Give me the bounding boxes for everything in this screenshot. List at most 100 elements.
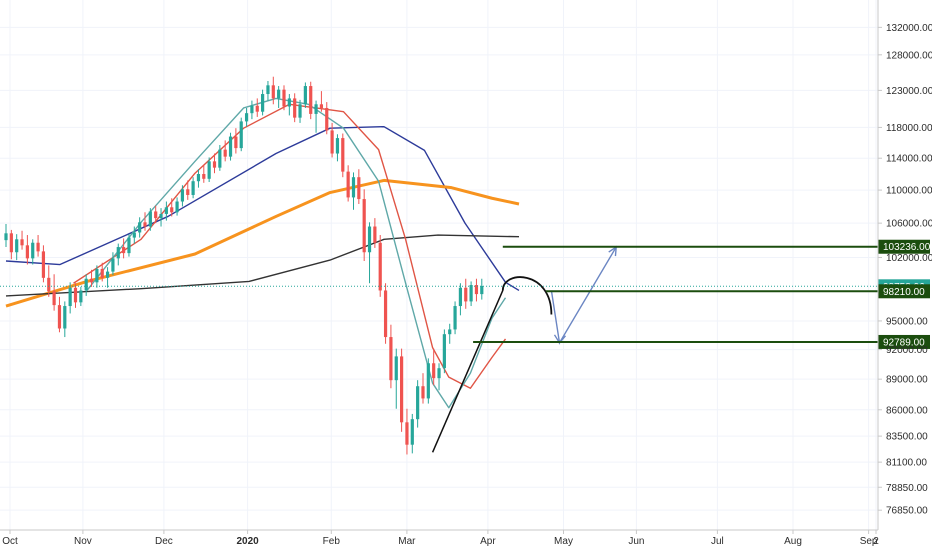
candle[interactable] (186, 180, 190, 200)
candle[interactable] (138, 217, 142, 238)
candle[interactable] (432, 348, 436, 386)
candle[interactable] (223, 140, 227, 162)
candle[interactable] (154, 205, 158, 224)
candle[interactable] (52, 274, 56, 311)
candle[interactable] (330, 122, 334, 158)
candle[interactable] (89, 269, 94, 287)
candle[interactable] (426, 358, 430, 404)
candle[interactable] (341, 133, 345, 178)
candle[interactable] (100, 262, 104, 282)
candle[interactable] (159, 208, 163, 227)
candle[interactable] (373, 218, 377, 248)
candle[interactable] (437, 363, 441, 391)
candle[interactable] (41, 245, 46, 283)
candle[interactable] (20, 230, 24, 250)
candle[interactable] (191, 177, 195, 199)
candle[interactable] (36, 235, 40, 257)
candle[interactable] (394, 348, 398, 409)
candle[interactable] (421, 373, 425, 404)
candle-body (250, 105, 254, 114)
candle[interactable] (442, 329, 446, 374)
candle[interactable] (314, 100, 318, 133)
candle-body (212, 161, 217, 168)
candle[interactable] (346, 165, 350, 202)
candle[interactable] (79, 286, 83, 307)
candle[interactable] (389, 324, 393, 389)
candle[interactable] (480, 278, 484, 300)
candle[interactable] (244, 107, 249, 127)
projection-path[interactable] (550, 246, 617, 345)
candle[interactable] (367, 222, 372, 284)
candle[interactable] (111, 252, 115, 276)
candle[interactable] (255, 98, 259, 117)
candle[interactable] (202, 165, 206, 183)
candle[interactable] (73, 283, 78, 308)
candle-body (159, 213, 163, 219)
candle[interactable] (84, 274, 88, 296)
candle[interactable] (164, 201, 168, 221)
candle[interactable] (287, 94, 291, 116)
candle[interactable] (474, 278, 479, 302)
candle[interactable] (63, 301, 67, 338)
candle[interactable] (250, 100, 254, 120)
candle[interactable] (175, 197, 179, 216)
candle[interactable] (4, 223, 8, 248)
candle[interactable] (228, 132, 233, 161)
candle[interactable] (122, 238, 126, 259)
candle[interactable] (303, 82, 307, 108)
candle[interactable] (362, 189, 366, 261)
candle[interactable] (293, 93, 297, 123)
candle[interactable] (234, 128, 238, 154)
candle[interactable] (309, 81, 313, 120)
candle[interactable] (357, 169, 361, 204)
candle[interactable] (105, 267, 110, 288)
candle[interactable] (271, 76, 275, 105)
candle[interactable] (266, 81, 270, 101)
candle[interactable] (212, 153, 217, 174)
candle[interactable] (57, 296, 62, 333)
candle[interactable] (207, 157, 211, 183)
candle[interactable] (469, 281, 473, 307)
candle[interactable] (180, 185, 185, 207)
candle[interactable] (239, 117, 243, 152)
candle[interactable] (400, 348, 404, 432)
candle[interactable] (458, 283, 463, 316)
trend-line[interactable] (431, 290, 504, 453)
candle[interactable] (15, 234, 19, 261)
candle[interactable] (116, 243, 120, 266)
candle[interactable] (448, 323, 452, 344)
candle[interactable] (453, 301, 457, 335)
candle[interactable] (127, 234, 131, 257)
candle[interactable] (405, 408, 409, 455)
candle[interactable] (464, 278, 468, 309)
candle[interactable] (148, 208, 152, 231)
candle[interactable] (95, 265, 99, 288)
candle[interactable] (132, 226, 136, 244)
candle[interactable] (47, 265, 51, 297)
candle[interactable] (218, 144, 222, 171)
candle[interactable] (261, 89, 265, 116)
candle[interactable] (298, 99, 302, 123)
candle[interactable] (351, 172, 356, 210)
candles[interactable] (4, 76, 484, 455)
candle[interactable] (319, 91, 324, 112)
candle[interactable] (416, 380, 420, 428)
candle[interactable] (31, 239, 35, 265)
candle[interactable] (170, 198, 174, 217)
candle-body (105, 271, 110, 278)
candle[interactable] (277, 86, 281, 108)
candle[interactable] (68, 282, 72, 314)
candle[interactable] (282, 85, 286, 111)
candle[interactable] (196, 169, 201, 188)
candle[interactable] (9, 229, 13, 260)
candle[interactable] (325, 102, 329, 135)
candle[interactable] (383, 283, 388, 344)
candle[interactable] (378, 235, 382, 297)
candle[interactable] (410, 413, 414, 454)
candle[interactable] (335, 134, 340, 162)
candle[interactable] (143, 212, 147, 231)
arc-drawing[interactable] (501, 276, 553, 315)
candle[interactable] (25, 235, 29, 265)
